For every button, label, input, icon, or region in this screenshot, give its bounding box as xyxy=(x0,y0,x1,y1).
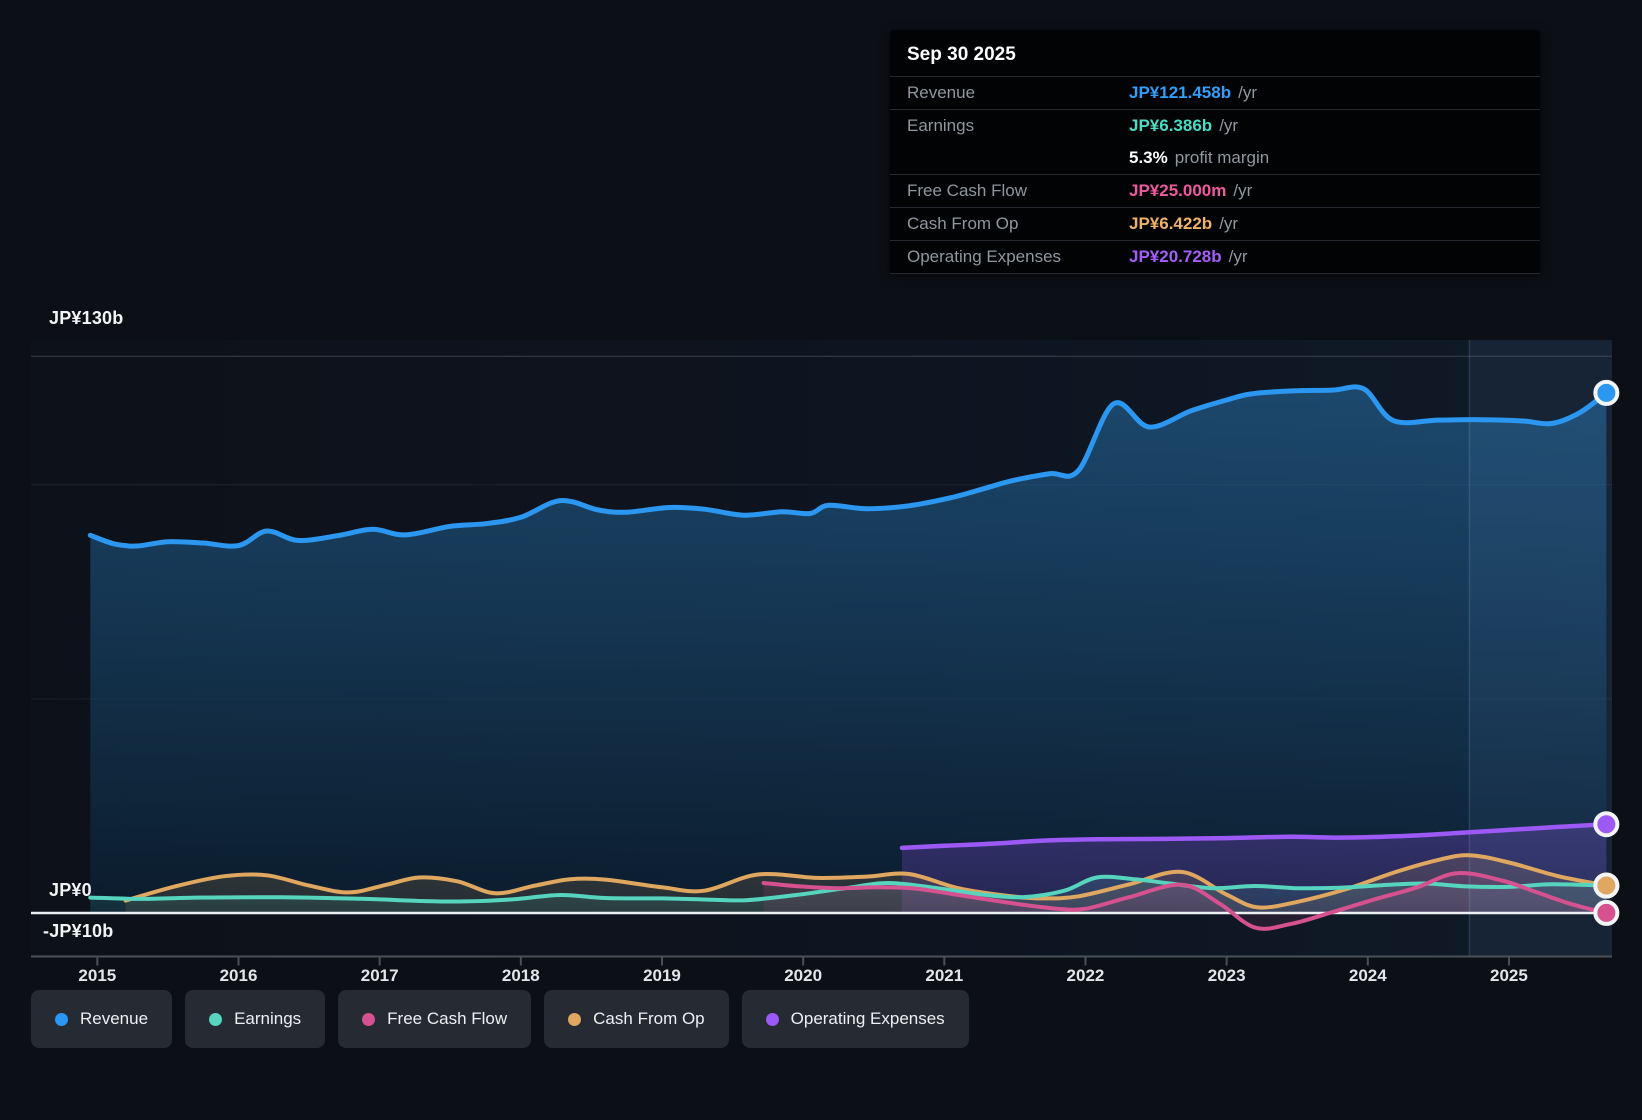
legend-chip-free-cash-flow[interactable]: Free Cash Flow xyxy=(338,990,532,1048)
legend-chip-revenue[interactable]: Revenue xyxy=(31,990,173,1048)
x-axis-year-label-2023: 2023 xyxy=(1207,966,1246,985)
tooltip-row-revenue: Revenue JP¥121.458b/yr xyxy=(890,77,1540,110)
tooltip-row-value: 5.3% xyxy=(1129,148,1168,167)
legend-dot-icon xyxy=(765,1012,779,1026)
x-axis-year-label-2015: 2015 xyxy=(78,966,117,985)
legend-chip-label: Cash From Op xyxy=(593,1009,705,1028)
tooltip-row-suffix: /yr xyxy=(1238,83,1257,102)
x-axis-year-label-2020: 2020 xyxy=(784,966,823,985)
tooltip-row-label: Revenue xyxy=(907,83,976,102)
x-axis-year-label-2019: 2019 xyxy=(643,966,681,985)
legend-dot-icon xyxy=(568,1012,582,1026)
legend-dot-icon xyxy=(55,1012,68,1026)
tooltip-row-suffix: /yr xyxy=(1219,214,1239,233)
tooltip-date: Sep 30 2025 xyxy=(890,30,1540,77)
tooltip-row-suffix: profit margin xyxy=(1174,148,1270,167)
y-axis-label-top: JP¥130b xyxy=(49,308,124,328)
legend-chip-operating-expenses[interactable]: Operating Expenses xyxy=(741,990,969,1048)
revenue-line[interactable] xyxy=(87,384,1609,549)
x-axis-year-label-2025: 2025 xyxy=(1490,966,1528,985)
free-cash-flow-line[interactable] xyxy=(761,871,1609,931)
tooltip-row-label: Free Cash Flow xyxy=(907,181,1027,200)
operating-expenses-line[interactable] xyxy=(899,821,1609,851)
tooltip-row-label: Operating Expenses xyxy=(907,247,1062,266)
tooltip-row-value: JP¥6.386b xyxy=(1129,116,1213,135)
tooltip-row-suffix: /yr xyxy=(1228,247,1248,266)
tooltip-row-earnings: Earnings JP¥6.386b/yr xyxy=(890,110,1540,142)
x-axis-year-label-2021: 2021 xyxy=(925,966,964,985)
tooltip-row-value: JP¥121.458b xyxy=(1129,83,1232,102)
legend-dot-icon xyxy=(209,1012,223,1026)
latest-period-band xyxy=(1469,340,1612,957)
tooltip-row-value: JP¥6.422b xyxy=(1129,214,1213,233)
tooltip-row-value: JP¥20.728b xyxy=(1129,247,1222,266)
tooltip-row-profit-margin: 5.3% profit margin xyxy=(890,142,1540,175)
free-cash-flow-area xyxy=(763,873,1607,929)
legend-chip-cash-from-op[interactable]: Cash From Op xyxy=(544,990,729,1048)
revenue-endpoint-marker[interactable] xyxy=(1593,379,1620,406)
tooltip-row-free-cash-flow: Free Cash Flow JP¥25.000m/yr xyxy=(890,175,1540,208)
chart-tooltip: Sep 30 2025 Revenue JP¥121.458b/yr Earning… xyxy=(890,30,1540,274)
tooltip-row-cash-from-op: Cash From Op JP¥6.422b/yr xyxy=(890,208,1540,241)
cash-from-op-endpoint-marker[interactable] xyxy=(1593,872,1620,899)
legend-chip-label: Operating Expenses xyxy=(790,1009,945,1028)
tooltip-row-suffix: /yr xyxy=(1233,181,1253,200)
x-axis-year-label-2022: 2022 xyxy=(1066,966,1105,985)
y-axis-label-negative: -JP¥10b xyxy=(43,921,114,941)
tooltip-row-value: JP¥25.000m xyxy=(1129,181,1227,200)
y-axis-label-zero: JP¥0 xyxy=(49,880,92,900)
tooltip-row-label: Earnings xyxy=(907,116,975,135)
tooltip-row-suffix: /yr xyxy=(1219,116,1239,135)
legend-chip-earnings[interactable]: Earnings xyxy=(185,990,326,1048)
tooltip-row-label: Cash From Op xyxy=(907,214,1019,233)
tooltip-rows: Revenue JP¥121.458b/yr Earnings JP¥6.386b/y… xyxy=(890,77,1540,274)
earnings-line[interactable] xyxy=(88,874,1609,904)
legend-dot-icon xyxy=(362,1012,376,1026)
revenue-area xyxy=(90,386,1607,913)
legend: Revenue Earnings Free Cash Flow Cash From O… xyxy=(31,990,969,1048)
legend-chip-label: Free Cash Flow xyxy=(387,1009,508,1028)
tooltip-row-operating-expenses: Operating Expenses JP¥20.728b/yr xyxy=(890,241,1540,274)
x-axis-year-label-2016: 2016 xyxy=(219,966,258,985)
x-axis-year-label-2017: 2017 xyxy=(360,966,399,985)
x-axis-year-label-2024: 2024 xyxy=(1348,966,1387,985)
legend-chip-label: Revenue xyxy=(80,1009,149,1028)
x-axis-year-label-2018: 2018 xyxy=(501,966,540,985)
legend-chip-label: Earnings xyxy=(234,1009,302,1028)
free-cash-flow-endpoint-marker[interactable] xyxy=(1593,899,1620,926)
cash-from-op-line[interactable] xyxy=(123,853,1609,910)
operating-expenses-endpoint-marker[interactable] xyxy=(1593,811,1620,838)
